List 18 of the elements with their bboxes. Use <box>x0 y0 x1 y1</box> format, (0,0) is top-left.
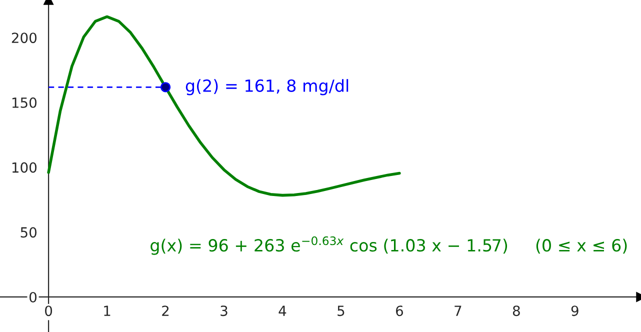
x-tick-label: 9 <box>571 306 578 316</box>
x-tick-label: 7 <box>454 306 462 316</box>
x-tick-label: 2 <box>162 306 169 316</box>
y-tick-label: 150 <box>12 97 37 108</box>
x-tick-label: 5 <box>338 306 344 316</box>
x-tick-label: 6 <box>396 306 403 316</box>
y-tick-label: 100 <box>12 162 37 173</box>
y-tick-label: 200 <box>12 32 37 44</box>
line-series <box>47 15 401 197</box>
x-tick-label: 8 <box>512 306 520 316</box>
annotation: g(2) = 161, 8 mg/dl <box>186 79 348 96</box>
y-tick-label: 50 <box>20 227 37 238</box>
x-tick-label: 0 <box>45 306 52 316</box>
x-tick-label: 3 <box>220 306 228 316</box>
y-tick-label: 0 <box>30 292 37 302</box>
annotation: g(x) = 96 + 263 e$^{−0.63x}$ cos (1.03 x − 1.57) (0 ≤ x ≤ 6) <box>150 236 627 255</box>
x-tick-label: 4 <box>278 306 286 316</box>
x-tick-label: 1 <box>104 306 110 316</box>
